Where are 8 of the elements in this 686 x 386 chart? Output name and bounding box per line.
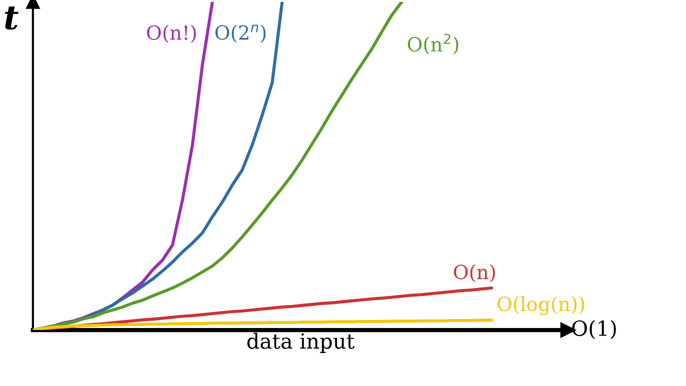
series-label: O(n!) bbox=[147, 24, 196, 43]
series-label: O(2$^{n}$) bbox=[215, 24, 266, 43]
x-axis-title: data input bbox=[247, 332, 354, 353]
series-label: O(n) bbox=[454, 264, 495, 282]
text: O(1) bbox=[572, 320, 616, 340]
series-label: O(log(n)) bbox=[498, 296, 584, 316]
series-label: O(n$^{2}$) bbox=[408, 34, 458, 54]
y-axis-title: t bbox=[5, 6, 19, 30]
